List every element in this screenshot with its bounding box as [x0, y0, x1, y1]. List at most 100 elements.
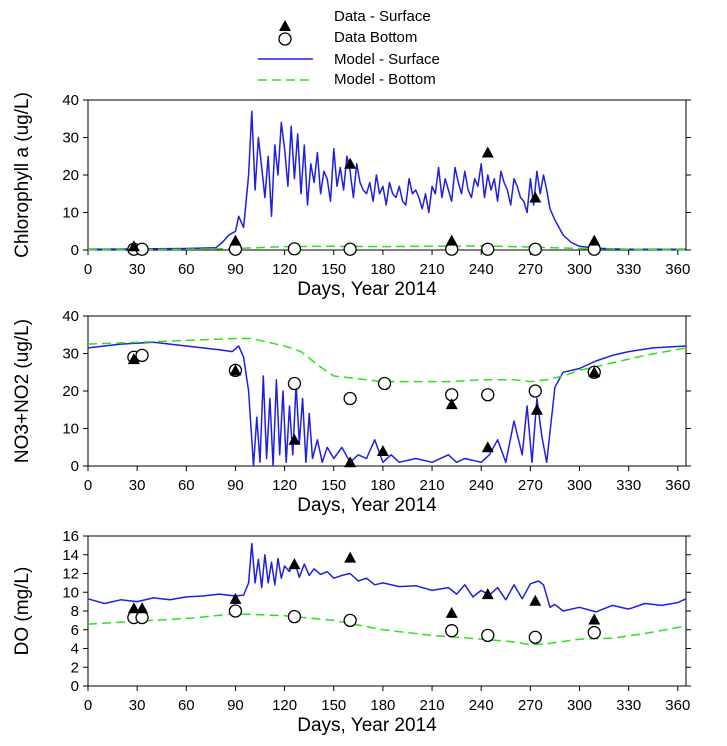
y-tick-label: 10 [62, 584, 79, 601]
x-axis-title: Days, Year 2014 [297, 495, 437, 516]
y-tick-label: 2 [71, 659, 79, 676]
x-tick-label: 180 [370, 697, 395, 714]
x-tick-label: 90 [227, 697, 244, 714]
x-tick-label: 300 [567, 697, 592, 714]
y-tick-label: 4 [71, 641, 79, 658]
y-axis-title: NO3+NO2 (ug/L) [12, 319, 33, 463]
x-tick-label: 150 [321, 697, 346, 714]
data-point-bottom [343, 242, 357, 256]
x-tick-label: 360 [665, 477, 690, 494]
data-point-bottom [135, 610, 149, 625]
x-tick-label: 330 [616, 477, 641, 494]
data-point-surface [445, 398, 458, 410]
y-tick-label: 30 [62, 346, 79, 363]
y-tick-label: 20 [62, 383, 79, 400]
data-point-surface [344, 456, 357, 468]
y-tick-label: 16 [62, 528, 79, 545]
x-tick-label: 0 [84, 697, 92, 714]
y-axis-title: Chlorophyll a (ug/L) [12, 92, 33, 258]
data-point-bottom [445, 624, 459, 638]
x-tick-label: 90 [227, 261, 244, 278]
data-point-bottom [528, 384, 542, 398]
x-tick-label: 60 [178, 261, 195, 278]
data-point-surface [481, 441, 494, 453]
legend-entry-data-surface: Data - Surface [279, 8, 431, 31]
legend-triangle-marker [279, 20, 291, 31]
x-axis-title: Days, Year 2014 [297, 279, 437, 300]
x-tick-label: 0 [84, 261, 92, 278]
data-point-surface [344, 551, 357, 563]
data-point-surface [530, 403, 543, 415]
data-point-bottom [343, 613, 357, 628]
y-tick-label: 40 [62, 308, 79, 325]
y-tick-label: 40 [62, 92, 79, 109]
y-tick-label: 8 [71, 603, 79, 620]
y-tick-label: 10 [62, 205, 79, 222]
series-line-model-surface [87, 341, 687, 467]
x-tick-label: 60 [178, 477, 195, 494]
data-point-bottom [287, 609, 302, 624]
data-point-surface [588, 234, 601, 246]
x-tick-label: 360 [665, 697, 690, 714]
chart-panel-chl: 0 30 60 90 120 150 180 210 240 270 300 330 360 0 10 20 3… [12, 92, 691, 300]
data-point-bottom [481, 388, 495, 402]
x-tick-label: 330 [616, 261, 641, 278]
legend: Data - Surface Data Bottom Model - Surfa… [258, 8, 440, 88]
legend-entry-model-surface: Model - Surface [258, 51, 440, 68]
x-tick-label: 240 [469, 697, 494, 714]
x-tick-label: 60 [178, 697, 195, 714]
y-tick-label: 12 [62, 566, 79, 583]
x-tick-label: 120 [272, 697, 297, 714]
data-point-bottom [287, 242, 302, 256]
y-tick-label: 14 [62, 547, 79, 564]
x-tick-label: 120 [272, 261, 297, 278]
legend-label-model-surface: Model - Surface [334, 51, 440, 68]
x-tick-label: 300 [567, 477, 592, 494]
data-point-surface [588, 613, 601, 625]
y-tick-label: 6 [71, 622, 79, 639]
chart-panel-no3: 0 30 60 90 120 150 180 210 240 270 300 330 360 0 10 20 3… [12, 308, 691, 516]
legend-label-model-bottom: Model - Bottom [334, 71, 436, 88]
series-line-model-surface [87, 542, 687, 613]
data-point-bottom [343, 391, 357, 406]
data-point-surface [588, 366, 601, 378]
x-axis-title: Days, Year 2014 [297, 715, 437, 736]
data-point-surface [481, 588, 494, 600]
data-point-bottom [481, 242, 495, 256]
x-tick-label: 30 [129, 697, 146, 714]
chart-panel-do: 0 30 60 90 120 150 180 210 240 270 300 330 360 0 24 6 8 1… [12, 528, 691, 736]
data-point-surface [481, 146, 494, 158]
data-point-bottom [528, 242, 542, 256]
x-tick-label: 210 [420, 697, 445, 714]
data-point-surface [229, 234, 242, 246]
charts: 0 30 60 90 120 150 180 210 240 270 300 330 360010203… [12, 92, 691, 736]
data-point-bottom [528, 630, 542, 644]
x-tick-label: 240 [469, 261, 494, 278]
y-tick-label: 0 [71, 458, 79, 475]
data-point-bottom [228, 604, 243, 618]
legend-entry-data-bottom: Data Bottom [278, 29, 417, 46]
data-point-surface [127, 240, 140, 252]
x-tick-label: 90 [227, 477, 244, 494]
x-tick-label: 150 [321, 477, 346, 494]
x-tick-label: 0 [84, 477, 92, 494]
data-point-surface [344, 157, 357, 169]
x-tick-label: 120 [272, 477, 297, 494]
data-point-bottom [287, 376, 302, 391]
x-tick-label: 30 [129, 477, 146, 494]
data-point-surface [288, 558, 301, 570]
data-point-surface [136, 602, 149, 614]
x-tick-label: 270 [518, 261, 543, 278]
data-point-bottom [587, 625, 601, 640]
data-point-surface [445, 606, 458, 618]
x-tick-label: 270 [518, 697, 543, 714]
legend-label-data-bottom: Data Bottom [334, 29, 417, 46]
x-tick-label: 210 [420, 477, 445, 494]
y-tick-label: 30 [62, 130, 79, 147]
y-axis-title: DO (mg/L) [12, 567, 33, 656]
series-line-model-bottom [87, 337, 687, 383]
x-tick-label: 150 [321, 261, 346, 278]
data-point-bottom [135, 348, 149, 363]
data-point-surface [529, 594, 542, 606]
